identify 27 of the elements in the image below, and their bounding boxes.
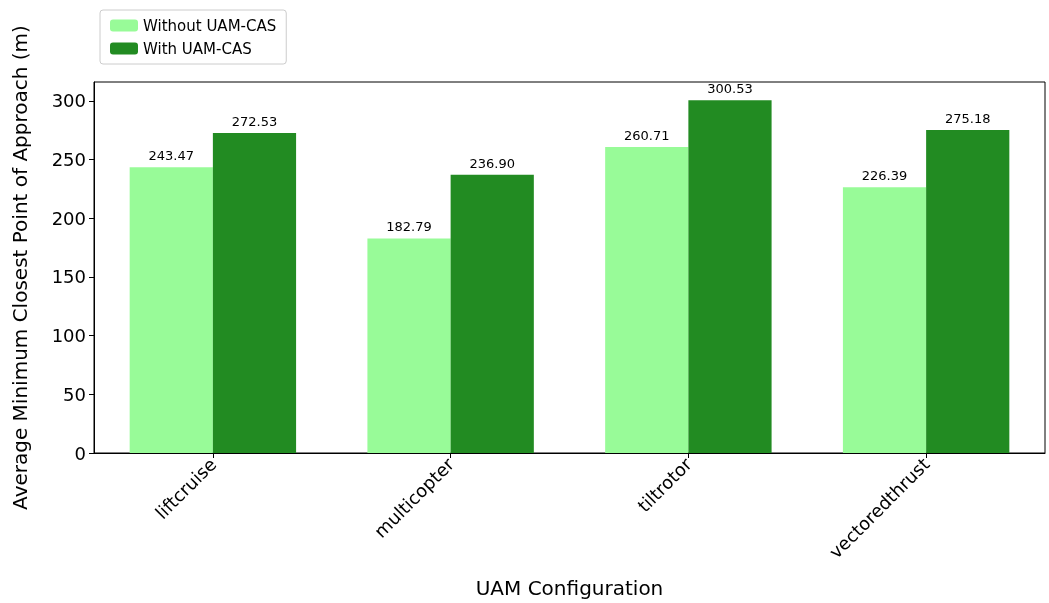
- bar: [450, 174, 534, 453]
- bar: [129, 167, 213, 453]
- y-tick-label: 100: [51, 325, 86, 347]
- y-tick-label: 0: [74, 442, 86, 464]
- data-label: 300.53: [707, 81, 753, 97]
- x-axis-title: UAM Configuration: [475, 576, 664, 600]
- bar: [926, 129, 1010, 453]
- y-tick-label: 150: [51, 266, 86, 288]
- y-tick-label: 50: [63, 383, 86, 405]
- y-tick-label: 300: [51, 90, 86, 112]
- data-label: 272.53: [231, 114, 278, 130]
- y-tick-label: 250: [51, 148, 86, 170]
- y-tick-label: 200: [51, 207, 86, 229]
- bar: [212, 133, 297, 453]
- bar: [367, 238, 451, 453]
- data-label: 226.39: [861, 168, 908, 184]
- data-label: 275.18: [944, 110, 991, 126]
- legend-label: With UAM-CAS: [143, 39, 252, 58]
- bar: [842, 187, 927, 453]
- y-axis-title: Average Minimum Closest Point of Approach (m): [8, 25, 32, 510]
- data-label: 236.90: [469, 155, 515, 171]
- bar: [688, 100, 772, 453]
- data-label: 243.47: [148, 148, 195, 164]
- bar: [605, 146, 689, 453]
- data-label: 260.71: [624, 127, 670, 143]
- data-label: 182.79: [386, 219, 432, 235]
- legend-label: Without UAM-CAS: [143, 16, 277, 35]
